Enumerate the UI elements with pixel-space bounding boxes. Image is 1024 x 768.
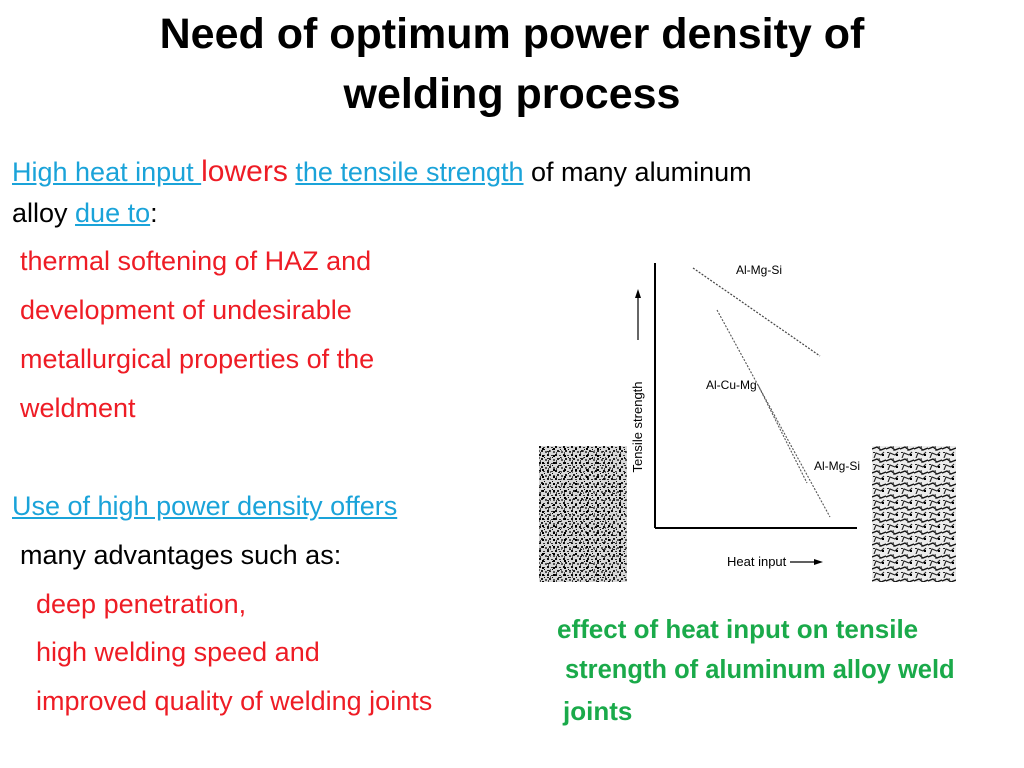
lowers-word: lowers xyxy=(201,155,288,188)
high-heat-input-link[interactable]: High heat input xyxy=(12,157,202,187)
title-line-2: welding process xyxy=(343,70,681,118)
reason-line-1: thermal softening of HAZ and xyxy=(20,246,372,276)
intro-tail-text: of many aluminum xyxy=(523,157,752,187)
al-mg-si-lower-line xyxy=(716,309,831,518)
line-label-al-mg-si-top: Al-Mg-Si xyxy=(736,263,782,277)
x-arrow-head xyxy=(814,559,823,565)
line-label-al-mg-si-bottom: Al-Mg-Si xyxy=(814,459,860,473)
caption-line-2: strength of aluminum alloy weld xyxy=(565,656,955,684)
al-mg-si-upper-line xyxy=(692,267,821,357)
line-label-al-cu-mg: Al-Cu-Mg xyxy=(706,378,757,392)
y-arrow-head xyxy=(635,289,641,298)
intro-line-1: High heat input lowers the tensile stren… xyxy=(12,156,752,188)
advantage-item-2: high welding speed and xyxy=(36,637,320,667)
tensile-strength-link[interactable]: the tensile strength xyxy=(295,157,524,187)
colon-text: : xyxy=(150,198,158,228)
reason-line-3: metallurgical properties of the xyxy=(20,344,375,374)
y-axis-label: Tensile strength xyxy=(630,381,645,472)
slide-title: Need of optimum power density of welding… xyxy=(0,4,1024,124)
x-axis-label: Heat input xyxy=(727,554,787,569)
due-to-link[interactable]: due to xyxy=(75,198,151,228)
intro-line-2: alloy due to: xyxy=(12,197,158,229)
title-line-1: Need of optimum power density of xyxy=(159,10,865,58)
heat-input-tensile-diagram: Tensile strength Heat input Al-Mg-Si Al-… xyxy=(630,263,860,569)
caption-line-1: effect of heat input on tensile xyxy=(557,614,919,644)
caption-line-3: joints xyxy=(563,696,633,726)
reason-line-2: development of undesirable xyxy=(20,295,352,325)
power-density-heading-link[interactable]: Use of high power density offers xyxy=(12,491,398,521)
coarse-grain-microstructure-image xyxy=(872,446,956,582)
advantages-subline: many advantages such as: xyxy=(20,540,342,570)
advantage-item-1: deep penetration, xyxy=(36,589,247,619)
advantage-item-3: improved quality of welding joints xyxy=(36,686,433,716)
fine-grain-microstructure-image xyxy=(539,446,627,582)
al-cu-mg-line xyxy=(757,384,808,484)
reason-line-4: weldment xyxy=(20,393,136,423)
alloy-text: alloy xyxy=(12,198,76,228)
